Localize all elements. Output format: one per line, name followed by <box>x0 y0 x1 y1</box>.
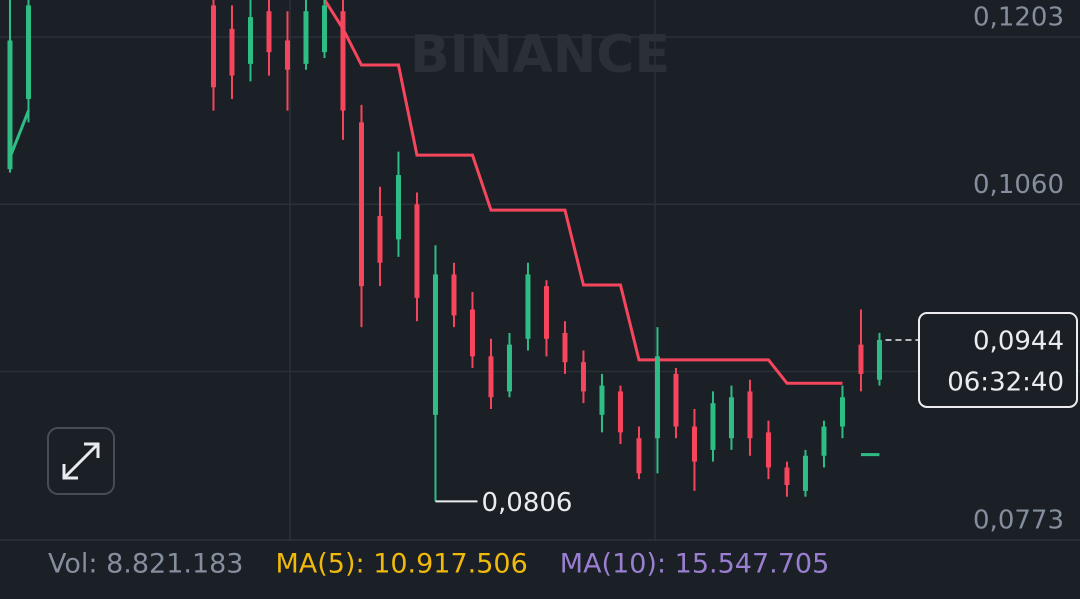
indicator: MA(10): 15.547.705 <box>560 549 829 580</box>
expand-icon <box>62 442 100 480</box>
candle-body <box>7 40 13 170</box>
candle-body <box>691 426 697 462</box>
indicator: Vol: 8.821.183 <box>48 549 244 580</box>
candle-body <box>599 385 605 415</box>
candle-body <box>284 40 290 70</box>
candle-body <box>858 344 864 374</box>
candle-body <box>432 274 438 415</box>
candle-body <box>303 11 309 64</box>
candle-body <box>784 467 790 486</box>
candle-body <box>654 356 660 439</box>
candle-body <box>25 5 31 99</box>
candle-body <box>673 373 679 427</box>
candle-body <box>266 11 272 53</box>
candle-body <box>821 426 827 456</box>
candle-body <box>710 403 716 450</box>
candle-body <box>229 28 235 76</box>
y-tick-label: 0,1060 <box>973 170 1064 200</box>
candle-body <box>876 339 882 380</box>
candle-body <box>765 432 771 468</box>
candle-body <box>728 397 734 439</box>
candle-body <box>617 391 623 433</box>
low-marker-label: 0,0806 <box>481 488 572 518</box>
expand-button[interactable] <box>47 427 115 495</box>
overlay: 0,0806 0,0944 06:32:40 Vol: 8.821.183 MA(5):… <box>0 311 1080 580</box>
candle-body <box>488 356 494 398</box>
candle-body <box>525 274 531 339</box>
watermark: BINANCE <box>410 25 670 85</box>
trend-line <box>323 0 843 385</box>
candle-body <box>414 204 420 298</box>
candle-body <box>506 344 512 392</box>
candle-body <box>321 5 327 53</box>
marks <box>7 0 882 502</box>
candle-body <box>377 215 383 263</box>
candle-body <box>340 11 346 111</box>
indicator: MA(5): 10.917.506 <box>276 549 528 580</box>
candle-body <box>451 274 457 316</box>
candle-body <box>747 391 753 439</box>
candle-body <box>543 286 549 339</box>
candle-body <box>636 438 642 474</box>
candle-body <box>469 309 475 357</box>
candle-body <box>562 332 568 363</box>
price-label: 0,0944 <box>973 326 1064 356</box>
countdown: 06:32:40 <box>947 367 1064 397</box>
candle-body <box>247 17 253 64</box>
price-box <box>918 311 1078 408</box>
candle-body <box>802 455 808 491</box>
candle-body <box>580 362 586 392</box>
y-tick-label: 0,0773 <box>973 506 1064 536</box>
y-tick-label: 0,1203 <box>973 2 1064 32</box>
candle-body <box>839 397 845 427</box>
candle-body <box>210 5 216 88</box>
candle-body <box>358 122 364 287</box>
candle-body <box>395 175 401 240</box>
trend-line <box>8 110 880 457</box>
